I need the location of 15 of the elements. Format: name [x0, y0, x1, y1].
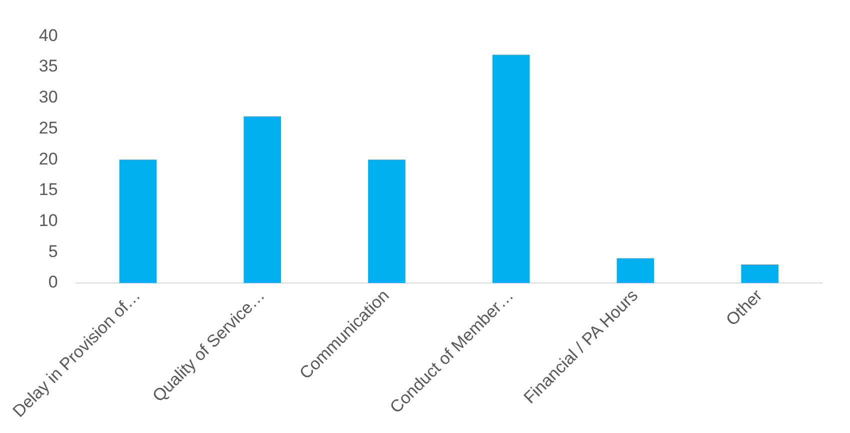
bar	[492, 54, 530, 283]
y-tick-label: 15	[38, 180, 58, 200]
y-tick-label: 30	[38, 88, 58, 107]
y-tick-label: 20	[38, 149, 58, 168]
bar	[119, 160, 157, 283]
y-tick-label: 25	[38, 118, 58, 138]
y-tick-label: 0	[48, 272, 58, 292]
bar	[368, 160, 406, 283]
bar	[741, 264, 778, 283]
y-tick-label: 10	[38, 210, 58, 230]
y-tick-label: 40	[38, 26, 58, 45]
y-tick-label: 35	[38, 56, 58, 76]
bar	[616, 258, 654, 283]
y-tick-label: 5	[48, 242, 58, 261]
bar	[244, 116, 282, 283]
